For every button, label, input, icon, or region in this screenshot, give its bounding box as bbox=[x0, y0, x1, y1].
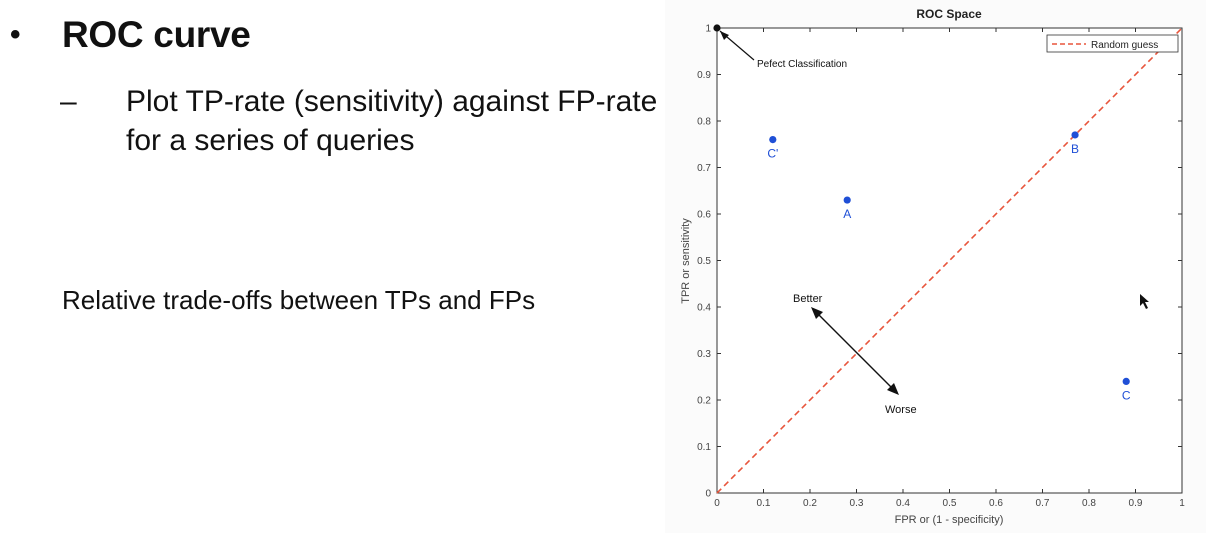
data-points: C' A B C bbox=[713, 24, 1131, 402]
annotation-perfect: Pefect Classification bbox=[719, 30, 847, 70]
chart-title: ROC Space bbox=[916, 7, 982, 21]
y-tick-label: 0.5 bbox=[697, 256, 711, 267]
y-tick-label: 0.2 bbox=[697, 396, 711, 407]
dash-icon: – bbox=[60, 85, 77, 118]
x-tick-label: 0.2 bbox=[803, 498, 817, 509]
worse-arrow-head bbox=[887, 383, 899, 395]
y-tick-label: 0.7 bbox=[697, 163, 711, 174]
legend: Random guess bbox=[1046, 34, 1179, 53]
x-tick-label: 0.3 bbox=[850, 498, 864, 509]
x-tick-label: 0.6 bbox=[989, 498, 1003, 509]
data-point bbox=[843, 196, 851, 204]
y-tick-label: 0.9 bbox=[697, 70, 711, 81]
slide-title: ROC curve bbox=[62, 14, 251, 55]
x-tick-label: 0.1 bbox=[757, 498, 771, 509]
main-bullet: • ROC curve bbox=[10, 14, 251, 56]
point-label: C' bbox=[767, 147, 778, 161]
bullet-icon: • bbox=[10, 18, 21, 51]
sub-bullet-text: Plot TP-rate (sensitivity) against FP-ra… bbox=[126, 85, 658, 157]
annotation-better-worse: Better Worse bbox=[793, 293, 917, 416]
mouse-cursor-icon bbox=[1140, 294, 1149, 309]
y-tick-label: 0.3 bbox=[697, 349, 711, 360]
y-tick-label: 0.4 bbox=[697, 303, 711, 314]
x-tick-label: 0.7 bbox=[1036, 498, 1050, 509]
x-axis-label: FPR or (1 - specificity) bbox=[895, 514, 1004, 526]
axis-ticks: 0 0.1 0.2 0.3 0.4 0.5 0.6 0.7 0.8 0.9 1 0 0.1 0.2 0.3 0… bbox=[697, 24, 1185, 510]
y-tick-label: 0.6 bbox=[697, 210, 711, 221]
sub-bullet: – Plot TP-rate (sensitivity) against FP-… bbox=[60, 82, 686, 160]
tradeoff-note: Relative trade-offs between TPs and FPs bbox=[62, 285, 536, 315]
data-point bbox=[713, 24, 721, 32]
y-tick-label: 0.1 bbox=[697, 442, 711, 453]
x-tick-label: 0.5 bbox=[943, 498, 957, 509]
x-tick-label: 0 bbox=[714, 498, 720, 509]
data-point bbox=[1122, 377, 1130, 385]
y-tick-label: 0.8 bbox=[697, 117, 711, 128]
roc-chart-svg: ROC Space 0 0.1 0.2 0.3 0.4 0.5 0.6 0.7 0.8 0.9 10… bbox=[680, 7, 1185, 526]
point-label: B bbox=[1071, 142, 1079, 156]
better-label: Better bbox=[793, 293, 823, 305]
y-tick-label: 1 bbox=[705, 24, 711, 35]
x-tick-label: 0.4 bbox=[896, 498, 910, 509]
better-worse-arrow bbox=[814, 310, 896, 392]
legend-label: Random guess bbox=[1091, 40, 1158, 51]
x-tick-label: 0.9 bbox=[1129, 498, 1143, 509]
data-point bbox=[769, 136, 777, 144]
roc-chart: ROC Space 0 0.1 0.2 0.3 0.4 0.5 0.6 0.7 0.8 0.9 1 0… bbox=[665, 0, 1206, 533]
point-label: A bbox=[843, 207, 851, 221]
y-axis-label: TPR or sensitivity bbox=[680, 218, 692, 304]
worse-label: Worse bbox=[885, 404, 917, 416]
perfect-classification-label: Pefect Classification bbox=[757, 59, 847, 70]
data-point bbox=[1071, 131, 1079, 139]
point-label: C bbox=[1122, 388, 1131, 402]
y-tick-label: 0 bbox=[705, 489, 711, 500]
legend-box bbox=[1046, 34, 1179, 53]
plot-frame bbox=[716, 27, 1183, 494]
perfect-arrow-head bbox=[720, 31, 729, 40]
x-tick-label: 0.8 bbox=[1082, 498, 1096, 509]
x-tick-label: 1 bbox=[1179, 498, 1185, 509]
better-arrow-head bbox=[811, 307, 823, 319]
